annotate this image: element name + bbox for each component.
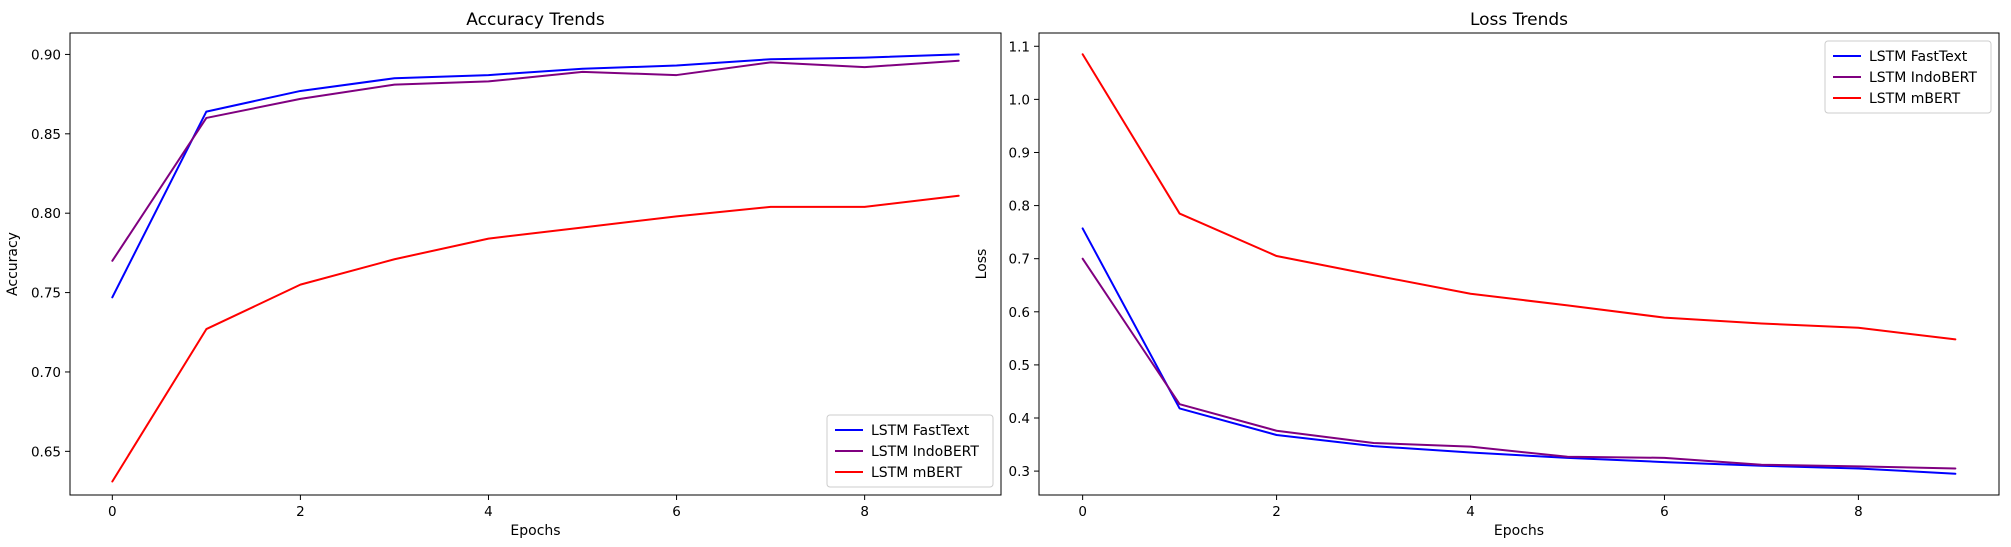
x-tick-label: 0 — [1078, 504, 1087, 520]
y-tick-label: 0.6 — [1009, 305, 1030, 321]
x-tick-label: 2 — [296, 504, 305, 520]
chart-title: Accuracy Trends — [466, 10, 605, 30]
series-line-lstm-mbert — [111, 194, 960, 483]
y-axis-label: Accuracy — [5, 232, 21, 296]
x-tick-label: 4 — [484, 504, 493, 520]
series-line-lstm-fasttext — [111, 53, 960, 299]
x-axis-label: Epochs — [510, 523, 560, 539]
y-tick-label: 0.5 — [1009, 358, 1030, 374]
plot-frame — [1038, 32, 2000, 496]
legend-label: LSTM FastText — [871, 423, 970, 439]
legend-label: LSTM mBERT — [871, 465, 963, 481]
x-axis-label: Epochs — [1494, 523, 1544, 539]
legend-label: LSTM mBERT — [1869, 91, 1961, 107]
y-tick-label: 0.75 — [31, 286, 61, 302]
y-tick-label: 0.9 — [1009, 145, 1030, 161]
legend: LSTM FastText LSTM IndoBERT LSTM mBERT — [826, 414, 994, 488]
y-tick-label: 0.7 — [1009, 252, 1030, 268]
chart-panel-2: Loss Trends 0 2 4 6 8 0.3 0.4 0.5 0.6 0.7 0.8 0.9 1.0… — [974, 10, 2000, 539]
legend-label: LSTM IndoBERT — [871, 444, 979, 460]
legend-box — [1824, 40, 1992, 114]
y-axis-label: Loss — [974, 249, 990, 280]
x-tick-label: 8 — [1854, 504, 1863, 520]
y-tick-label: 1.1 — [1009, 39, 1030, 55]
series-line-lstm-mbert — [1081, 53, 1957, 341]
series-line-lstm-fasttext — [1081, 227, 1957, 475]
y-tick-label: 0.70 — [31, 365, 61, 381]
x-tick-label: 6 — [1660, 504, 1669, 520]
x-tick-label: 8 — [860, 504, 869, 520]
chart-panel-1: Accuracy Trends 0 2 4 6 8 0.65 0.70 0.75 0.80 0.85… — [5, 10, 1002, 539]
y-tick-label: 1.0 — [1009, 92, 1030, 108]
x-tick-label: 4 — [1466, 504, 1475, 520]
y-tick-label: 0.85 — [31, 127, 61, 143]
series-line-lstm-indobert — [1081, 257, 1957, 470]
chart-title: Loss Trends — [1470, 10, 1568, 30]
y-tick-label: 0.65 — [31, 444, 61, 460]
x-tick-label: 2 — [1272, 504, 1281, 520]
legend-box — [826, 414, 994, 488]
y-tick-label: 0.80 — [31, 206, 61, 222]
legend: LSTM FastText LSTM IndoBERT LSTM mBERT — [1824, 40, 1992, 114]
x-tick-label: 0 — [108, 504, 117, 520]
series-line-lstm-indobert — [111, 59, 960, 262]
x-tick-label: 6 — [672, 504, 681, 520]
plot-frame — [69, 32, 1002, 496]
y-tick-label: 0.3 — [1009, 464, 1030, 480]
y-tick-label: 0.4 — [1009, 411, 1030, 427]
legend-label: LSTM FastText — [1869, 49, 1968, 65]
y-tick-label: 0.90 — [31, 47, 61, 63]
legend-label: LSTM IndoBERT — [1869, 70, 1977, 86]
y-tick-label: 0.8 — [1009, 199, 1030, 215]
